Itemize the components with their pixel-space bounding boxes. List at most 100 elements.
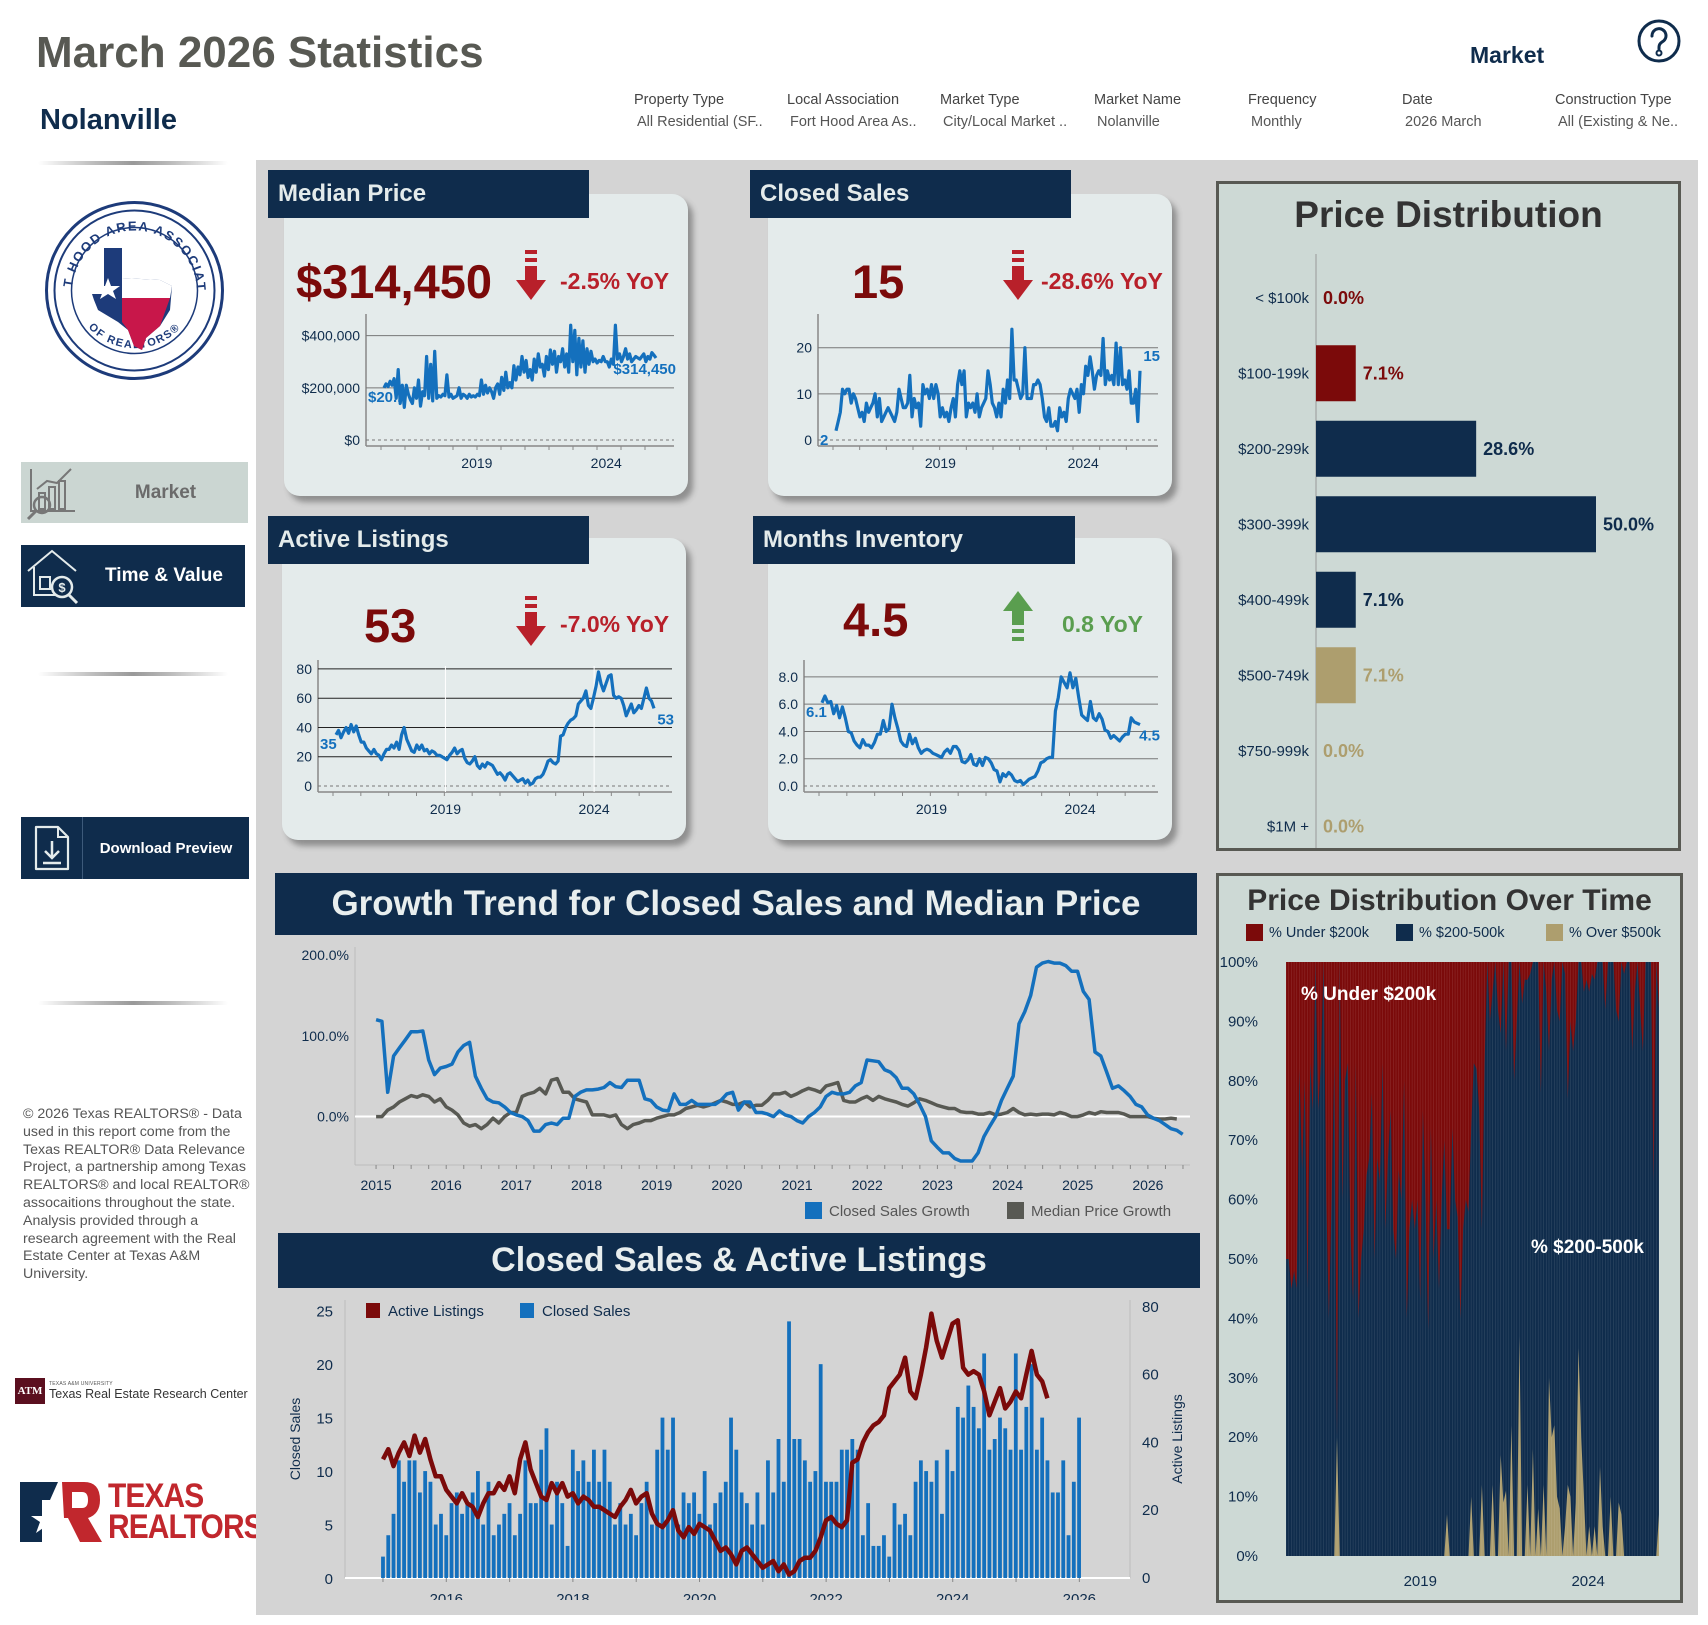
x-tick-label: 2026 (1132, 1177, 1163, 1193)
active-listings-line (381, 1311, 1050, 1577)
x-tick-label: 2019 (1404, 1573, 1437, 1590)
legend-200-500k[interactable]: % $200-500k (1396, 924, 1504, 941)
closed-sales-bar (998, 1417, 1002, 1578)
x-tick-label: 2024 (1068, 455, 1099, 471)
y-tick-label: 20% (1228, 1429, 1258, 1446)
sparkline-series (834, 327, 1142, 433)
start-value-label: $20.. (368, 389, 401, 406)
start-value-label: 2 (820, 432, 828, 449)
legend-label: Median Price Growth (1031, 1203, 1171, 1220)
closed-sales-bar (971, 1406, 976, 1578)
closed-sales-bar (950, 1471, 955, 1578)
closed-sales-bar (512, 1535, 517, 1578)
closed-sales-bar (860, 1535, 865, 1578)
months-inventory-value: 4.5 (843, 593, 909, 646)
closed-sales-bar (481, 1524, 486, 1578)
closed-sales-bar (697, 1513, 702, 1578)
filter-frequency[interactable]: Frequency Monthly (1248, 92, 1317, 130)
closed-sales-bar (402, 1481, 406, 1578)
legend-over-500k[interactable]: % Over $500k (1546, 924, 1661, 941)
x-tick-label: 2019 (641, 1177, 672, 1193)
x-tick-label: 2022 (852, 1177, 883, 1193)
closed-sales-bar (560, 1503, 565, 1578)
filter-market-type[interactable]: Market Type City/Local Market .. (940, 92, 1067, 130)
x-tick-label: 2024 (579, 801, 610, 817)
y2-tick-label: 80 (1142, 1299, 1159, 1316)
texas-realtors-logo: TEXAS REALTORS® (20, 1478, 292, 1546)
filter-value[interactable]: Fort Hood Area As.. (790, 114, 917, 130)
filter-property-type[interactable]: Property Type All Residential (SF.. (634, 92, 763, 130)
y-tick-label: 80 (296, 661, 312, 677)
active-listings-card (282, 538, 686, 840)
filter-value[interactable]: City/Local Market .. (943, 114, 1068, 130)
filter-local-association[interactable]: Local Association Fort Hood Area As.. (787, 92, 917, 130)
pdot-title: Price Distribution Over Time (1247, 884, 1652, 917)
filter-value[interactable]: All Residential (SF.. (637, 114, 763, 130)
closed-sales-bar (787, 1321, 791, 1578)
filter-value[interactable]: Monthly (1251, 114, 1302, 130)
legend-under-200k[interactable]: % Under $200k (1246, 924, 1369, 941)
closed-sales-bar (1061, 1460, 1066, 1578)
x-tick-label: 2026 (1063, 1591, 1096, 1600)
legend-label: Closed Sales (542, 1303, 630, 1320)
x-tick-label: 2019 (461, 455, 492, 471)
down-arrow-icon (516, 250, 546, 300)
months-inventory-sparkline: 0.0 2.0 4.0 6.0 8.0 2019 2024 6.1 4.5 (779, 660, 1160, 817)
y-tick-label: 40 (296, 719, 312, 735)
x-tick-label: 2024 (1571, 1573, 1604, 1590)
download-preview-button[interactable]: Download Preview (21, 817, 249, 879)
filter-date[interactable]: Date 2026 March (1402, 92, 1482, 130)
closed-sales-bar (1034, 1449, 1039, 1578)
filter-market-name[interactable]: Market Name Nolanville (1094, 92, 1181, 130)
closed-sales-bar (755, 1492, 760, 1578)
nav-market-button[interactable]: Market (21, 462, 248, 523)
filter-label: Property Type (634, 92, 725, 108)
closed-sales-bar (739, 1492, 744, 1578)
closed-sales-bar (386, 1535, 391, 1578)
legend-swatch (1007, 1202, 1024, 1219)
y-tick-label: 60 (296, 690, 312, 706)
closed-sales-bar (1003, 1428, 1008, 1578)
filter-label: Market Type (940, 92, 1020, 108)
divider (38, 672, 228, 676)
bar (1316, 571, 1356, 628)
y-tick-label: $200,000 (302, 380, 361, 396)
closed-sales-bar (528, 1503, 533, 1578)
bar (1316, 420, 1477, 477)
closed-sales-bar (824, 1481, 828, 1578)
closed-sales-bar (491, 1535, 496, 1578)
nav-time-value-button[interactable]: $ Time & Value (21, 545, 245, 607)
series-line (375, 959, 1184, 1163)
question-circle-icon[interactable] (1636, 18, 1682, 64)
closed-sales-bar (1029, 1364, 1034, 1578)
y-tick-label: 200.0% (302, 947, 349, 963)
y-tick-label: 0.0% (317, 1109, 349, 1125)
y2-tick-label: 20 (1142, 1502, 1159, 1519)
closed-sales-bar (876, 1545, 881, 1578)
closed-sales-bar (892, 1503, 897, 1578)
bar-value-label: 28.6% (1483, 439, 1534, 459)
closed-sales-bar (539, 1449, 544, 1578)
closed-sales-bar (391, 1513, 396, 1578)
filter-value[interactable]: 2026 March (1405, 114, 1482, 130)
closed-sales-bar (866, 1503, 871, 1578)
closed-sales-bar (855, 1449, 860, 1578)
closed-sales-bar (660, 1417, 665, 1578)
x-tick-label: 2018 (571, 1177, 602, 1193)
filter-value[interactable]: Nolanville (1097, 114, 1160, 130)
filter-construction-type[interactable]: Construction Type All (Existing & Ne.. (1555, 92, 1678, 130)
x-tick-label: 2015 (360, 1177, 391, 1193)
x-tick-label: 2019 (430, 801, 461, 817)
sparkline-series (382, 323, 658, 410)
y-tick-label: 6.0 (779, 696, 799, 712)
copyright-text: © 2026 Texas REALTORS® - Data used in th… (23, 1106, 250, 1283)
end-value-label: 53 (657, 711, 674, 728)
closed-sales-bar (607, 1481, 612, 1578)
closed-sales-bar (1040, 1417, 1045, 1578)
x-tick-label: 2024 (936, 1591, 969, 1600)
closed-sales-bar (523, 1460, 528, 1578)
filter-value[interactable]: All (Existing & Ne.. (1558, 114, 1679, 130)
sparkline-series (334, 670, 656, 787)
closed-sales-bar (976, 1428, 981, 1578)
sparkline-series (820, 671, 1141, 787)
